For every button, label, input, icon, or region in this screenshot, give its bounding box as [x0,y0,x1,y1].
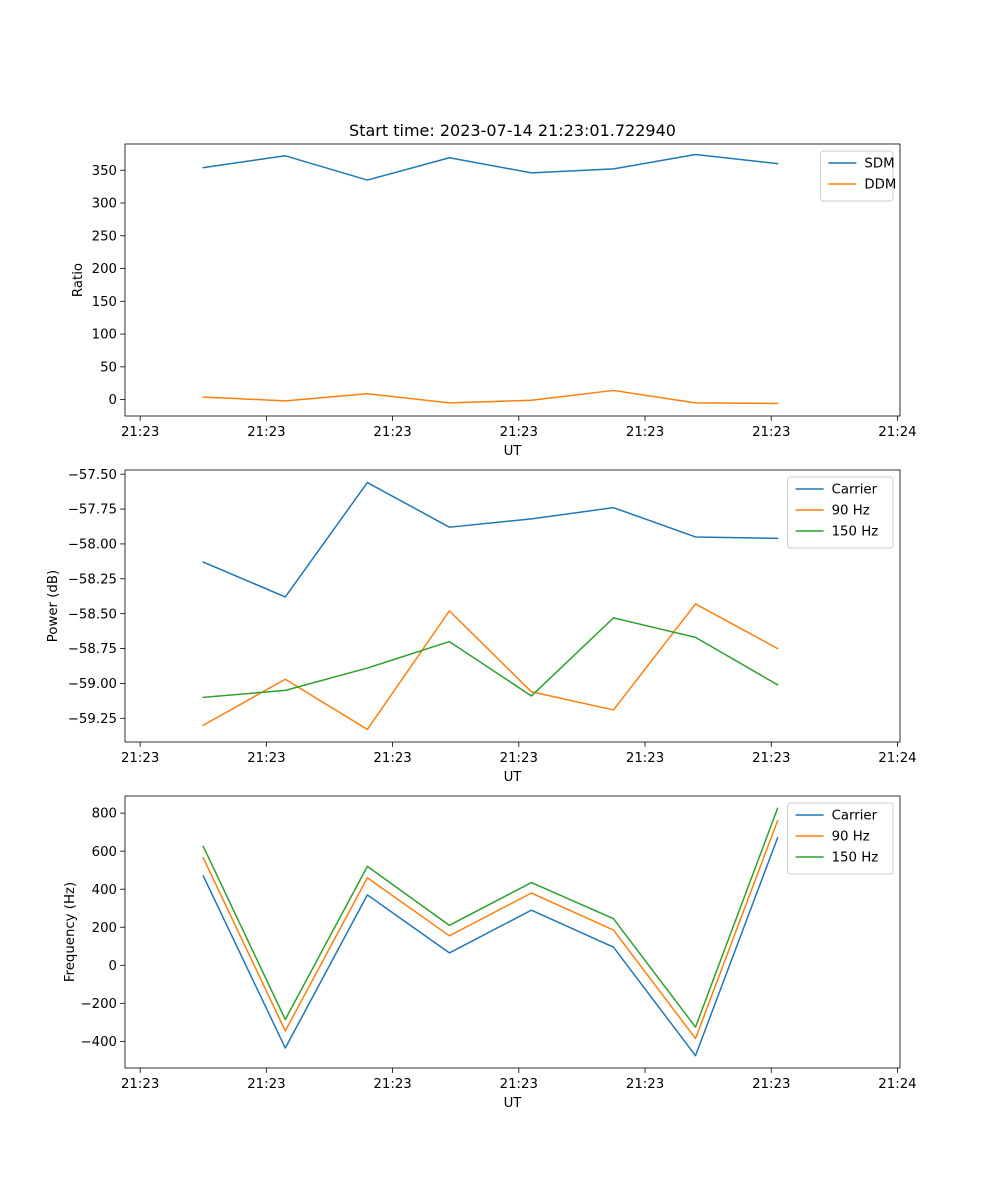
power-y-tick-label: −57.50 [68,468,117,483]
frequency-legend-label-carrier: Carrier [832,809,878,824]
frequency-x-tick-label: 21:23 [121,1077,159,1092]
ratio-y-tick-label: 350 [92,164,117,179]
ratio-legend-label-ddm: DDM [864,178,896,193]
frequency-x-tick-label: 21:23 [500,1077,538,1092]
ratio-chart-title: Start time: 2023-07-14 21:23:01.722940 [349,121,676,140]
ratio-x-tick-label: 21:23 [373,425,411,440]
power-x-tick-label: 21:23 [247,751,285,766]
ratio-y-tick-label: 50 [100,360,117,375]
ratio-x-tick-label: 21:23 [247,425,285,440]
frequency-legend-label-150-hz: 150 Hz [832,851,879,866]
power-legend-label-carrier: Carrier [832,483,878,498]
frequency-legend: Carrier 90 Hz 150 Hz [787,802,894,875]
frequency-y-axis-label: Frequency (Hz) [63,882,78,982]
ratio-y-tick-label: 0 [109,393,117,408]
frequency-y-tick-label: 0 [109,959,117,974]
frequency-y-tick-label: 400 [92,883,117,898]
ratio-y-tick-label: 100 [92,328,117,343]
frequency-series-carrier-line [202,836,779,1057]
ratio-y-tick-label: 300 [92,197,117,212]
ratio-x-tick-label: 21:23 [752,425,790,440]
power-series-90-hz-line [202,603,779,731]
ratio-y-tick-label: 250 [92,229,117,244]
power-x-tick-label: 21:23 [500,751,538,766]
frequency-x-tick-label: 21:24 [878,1077,916,1092]
power-series-carrier-line [202,481,779,598]
ratio-y-axis-label: Ratio [71,263,86,297]
power-y-axis-label: Power (dB) [46,570,61,642]
frequency-y-tick-label: 200 [92,921,117,936]
power-x-tick-label: 21:23 [373,751,411,766]
frequency-y-tick-label: 600 [92,845,117,860]
power-series-150-hz-line [202,617,779,699]
frequency-x-axis-label: UT [504,1096,523,1111]
power-y-tick-label: −57.75 [68,503,117,518]
power-x-tick-label: 21:23 [752,751,790,766]
power-x-tick-label: 21:23 [626,751,664,766]
ratio-x-tick-label: 21:23 [121,425,159,440]
ratio-y-tick-label: 150 [92,295,117,310]
power-y-tick-label: −58.75 [68,642,117,657]
power-axes-frame [124,469,901,743]
ratio-x-tick-label: 21:23 [500,425,538,440]
frequency-x-tick-label: 21:23 [247,1077,285,1092]
ratio-legend-label-sdm: SDM [864,157,894,172]
frequency-x-tick-label: 21:23 [626,1077,664,1092]
power-y-tick-label: −58.00 [68,538,117,553]
power-panel: 21:23 21:23 21:23 21:23 21:23 21:23 21:24 −59.2… [46,468,916,785]
power-y-tick-label: −58.25 [68,572,117,587]
ratio-axes-frame [124,143,901,417]
ratio-panel: 21:23 21:23 21:23 21:23 21:23 21:23 21:24 0 50 10… [71,121,917,459]
ratio-x-tick-label: 21:23 [626,425,664,440]
power-x-tick-label: 21:24 [878,751,916,766]
ratio-x-tick-label: 21:24 [878,425,916,440]
frequency-x-tick-label: 21:23 [373,1077,411,1092]
power-legend-label-150-hz: 150 Hz [832,525,879,540]
ratio-x-axis-label: UT [504,444,523,459]
ratio-series-ddm-line [202,389,779,405]
ratio-legend: SDM DDM [819,150,896,202]
power-x-tick-label: 21:23 [121,751,159,766]
frequency-legend-label-90-hz: 90 Hz [832,830,870,845]
power-x-axis-label: UT [504,770,523,785]
frequency-y-tick-label: −200 [80,997,117,1012]
power-y-tick-label: −59.25 [68,712,117,727]
frequency-y-tick-label: −400 [80,1035,117,1050]
frequency-panel: 21:23 21:23 21:23 21:23 21:23 21:23 21:24 −400 −… [63,795,917,1111]
frequency-series-90-hz-line [202,819,779,1040]
frequency-axes-frame [124,795,901,1069]
ratio-y-tick-label: 200 [92,262,117,277]
frequency-y-tick-label: 800 [92,807,117,822]
power-y-tick-label: −59.00 [68,677,117,692]
power-y-tick-label: −58.50 [68,607,117,622]
power-legend-label-90-hz: 90 Hz [832,504,870,519]
frequency-x-tick-label: 21:23 [752,1077,790,1092]
power-legend: Carrier 90 Hz 150 Hz [787,476,894,549]
frequency-series-150-hz-line [202,807,779,1028]
ratio-series-sdm-line [202,153,779,181]
